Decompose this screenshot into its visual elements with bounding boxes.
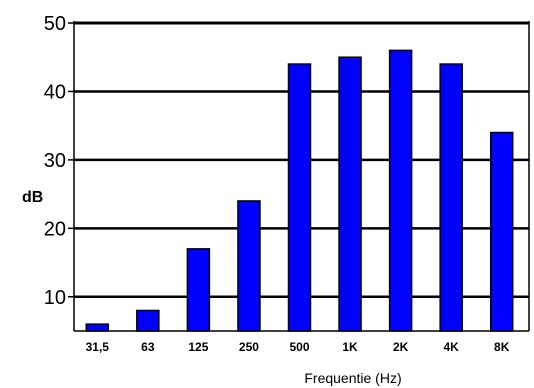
bar-1K	[338, 56, 362, 332]
x-tick-label: 500	[289, 340, 309, 354]
y-tick-labels: 10 20 30 40 50	[44, 13, 66, 309]
bars	[85, 49, 514, 332]
y-axis-title: dB	[22, 189, 43, 206]
bar-63	[136, 309, 160, 332]
y-tick-label: 20	[44, 218, 66, 240]
bar-250	[237, 200, 261, 332]
bar-8K	[489, 131, 514, 332]
x-axis-title: Frequentie (Hz)	[304, 370, 401, 386]
x-tick-label: 8K	[494, 340, 510, 354]
axes	[68, 21, 530, 332]
x-tick-label: 1K	[342, 340, 358, 354]
x-tick-label: 2K	[393, 340, 409, 354]
x-tick-labels: 31,5 63 125 250 500 1K 2K 4K 8K	[86, 340, 510, 354]
x-tick-label: 63	[141, 340, 155, 354]
bar-500	[287, 63, 312, 332]
y-tick-label: 50	[44, 13, 66, 35]
x-tick-label: 125	[188, 340, 208, 354]
x-tick-label: 250	[239, 340, 259, 354]
x-tick-label: 31,5	[86, 340, 110, 354]
bar-2K	[388, 49, 413, 332]
bar-31-5	[85, 323, 110, 332]
bar-125	[186, 248, 211, 332]
bar-4K	[439, 63, 463, 332]
y-tick-label: 10	[44, 287, 66, 309]
y-tick-label: 40	[44, 81, 66, 103]
y-tick-label: 30	[44, 150, 66, 172]
x-tick-label: 4K	[443, 340, 459, 354]
